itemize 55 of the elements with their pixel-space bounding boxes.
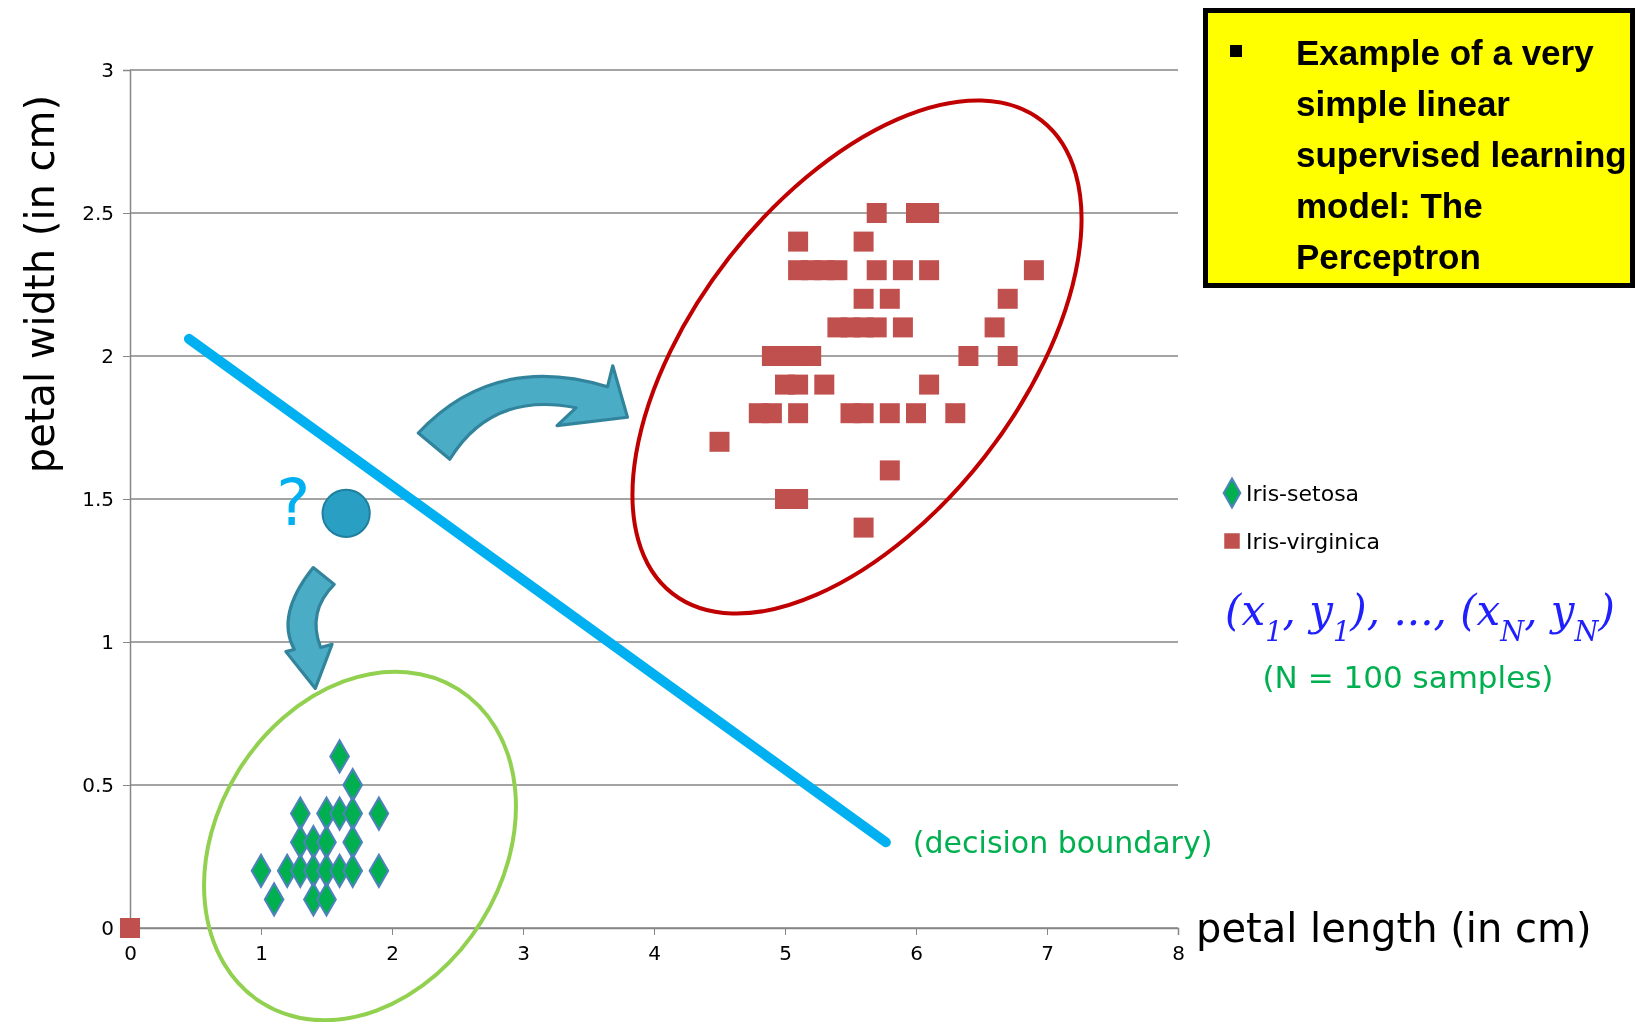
legend-label: Iris-setosa: [1246, 481, 1360, 506]
y-axis-title: petal width (in cm): [17, 94, 63, 474]
text: (N = 100 samples): [1262, 659, 1554, 695]
point: [879, 288, 900, 309]
point: [1023, 260, 1044, 281]
x-tick-label: 6: [910, 941, 923, 965]
y-tick-label: 2: [101, 343, 114, 368]
point: [788, 403, 809, 424]
x-tick-label: 7: [1041, 941, 1054, 965]
point: [919, 374, 940, 395]
point: [958, 346, 979, 366]
y-tick-label: 0: [101, 915, 114, 940]
point: [997, 346, 1018, 366]
point: [853, 288, 874, 309]
point: [853, 231, 874, 252]
y-tick-label: 1.5: [82, 486, 114, 511]
text: (x$_{1}$, y$_{1}$), ..., (x$_{N}$, y$_{N}$): [1225, 586, 1615, 647]
annotation: ?: [276, 466, 311, 541]
point: [761, 403, 782, 424]
point: [879, 460, 900, 481]
x-tick-label: 0: [124, 941, 137, 965]
point: [788, 374, 809, 395]
x-tick-label: 3: [517, 941, 530, 965]
x-axis-title: petal length (in cm): [1196, 905, 1592, 951]
point: [709, 431, 730, 452]
x-tick-label: 4: [648, 941, 661, 965]
x-tick-label: 1: [255, 941, 268, 965]
point: [120, 918, 140, 938]
annotation: (decision boundary): [912, 825, 1213, 861]
point: [827, 260, 848, 281]
x-tick-label: 2: [386, 941, 399, 965]
point: [866, 260, 887, 281]
point: [814, 374, 835, 395]
point: [879, 403, 900, 424]
y-tick-label: 0.5: [82, 772, 114, 797]
point: [853, 517, 874, 538]
point: [321, 488, 371, 538]
y-tick-label: 2.5: [82, 200, 114, 225]
point: [919, 260, 940, 281]
point: [984, 317, 1005, 338]
point: [892, 260, 913, 281]
point: [906, 403, 926, 424]
point: [997, 288, 1018, 309]
y-tick-label: 1: [101, 629, 114, 654]
y-tick-label: 3: [101, 57, 114, 82]
x-tick-label: 8: [1172, 941, 1185, 965]
point: [866, 317, 887, 338]
point: [892, 317, 913, 338]
point: [866, 203, 887, 223]
point: [788, 231, 809, 252]
point: [945, 403, 966, 424]
point: [853, 403, 874, 424]
text: Example of a very simple linear supervised learning model: The Perceptron: [1296, 32, 1628, 278]
legend-label: Iris-virginica: [1246, 529, 1380, 554]
x-tick-label: 5: [779, 941, 792, 965]
